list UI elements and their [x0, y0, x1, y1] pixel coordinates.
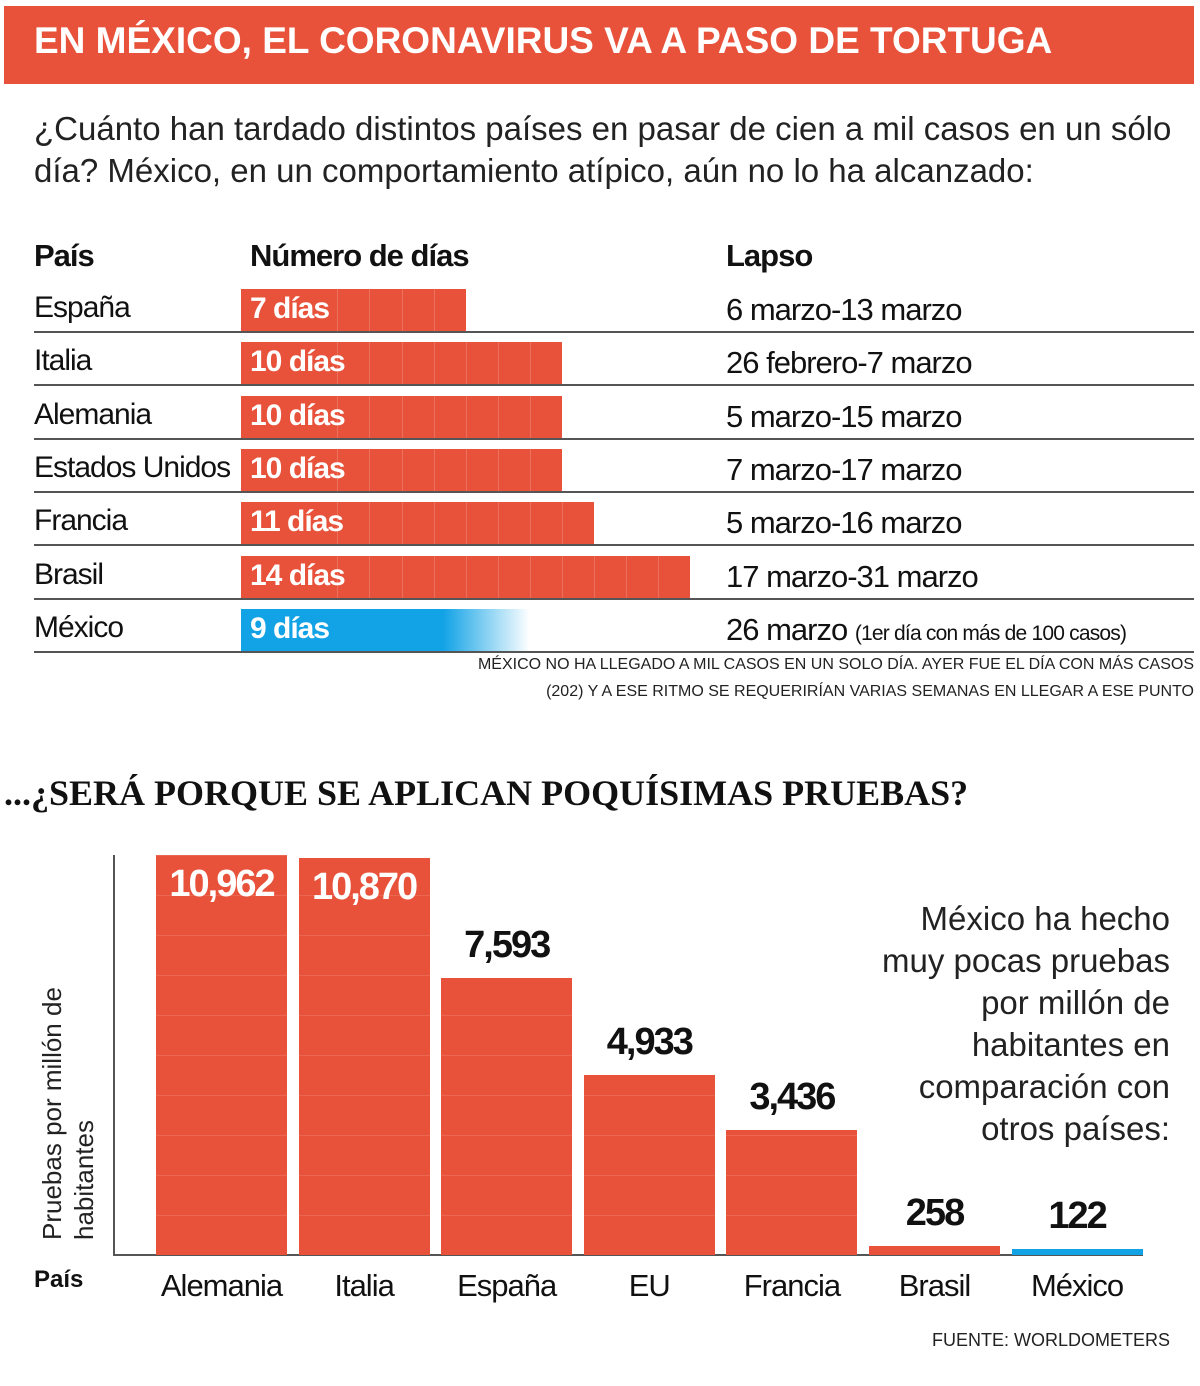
footnote-line-1: MÉXICO NO HA LLEGADO A MIL CASOS EN UN S… — [477, 656, 1194, 673]
days-label: 10 días — [250, 398, 346, 432]
row-divider — [34, 490, 1194, 493]
header-lapse: Lapso — [726, 238, 813, 273]
bar-brasil — [869, 1245, 1000, 1255]
section-question: ...¿SERÁ PORQUE SE APLICAN POQUÍSIMAS PR… — [4, 773, 969, 813]
days-bar — [241, 608, 530, 651]
days-label: 9 días — [250, 611, 330, 645]
lapse-text: 7 marzo-17 marzo — [726, 451, 963, 487]
days-bar — [241, 342, 562, 385]
days-bar — [241, 502, 595, 545]
bar-francia — [726, 1129, 858, 1255]
category-label: Alemania — [160, 1268, 283, 1303]
days-bar — [241, 555, 691, 598]
category-label: España — [457, 1268, 557, 1303]
row-divider — [34, 544, 1194, 547]
value-label: 10,962 — [169, 863, 275, 905]
days-bar — [241, 289, 466, 331]
x-axis — [113, 1254, 1143, 1256]
lapse-text: 5 marzo-15 marzo — [726, 398, 963, 434]
value-label: 7,593 — [464, 923, 551, 966]
lapse-text: 26 febrero-7 marzo — [726, 345, 973, 381]
country-name: Italia — [34, 344, 92, 378]
annotation: México ha hecho muy pocas pruebas por mi… — [882, 900, 1170, 1147]
row-divider — [34, 597, 1194, 600]
header-days: Número de días — [250, 238, 470, 273]
footnote-line-2: (202) Y A ESE RITMO SE REQUERIRÍAN VARIA… — [546, 683, 1194, 700]
y-axis-label: Pruebas por millón de habitantes — [37, 987, 99, 1240]
page-title: EN MÉXICO, EL CORONAVIRUS VA A PASO DE T… — [34, 20, 1053, 61]
bar-alemania — [156, 855, 287, 1255]
days-label: 11 días — [250, 505, 344, 539]
lapse-text: 17 marzo-31 marzo — [726, 558, 979, 594]
title-banner — [4, 6, 1194, 84]
source: FUENTE: WORLDOMETERS — [931, 1330, 1170, 1350]
days-bar — [241, 448, 562, 491]
row-divider — [34, 437, 1194, 440]
row-divider — [34, 650, 1194, 653]
category-label: Francia — [743, 1268, 841, 1303]
days-label: 14 días — [250, 558, 346, 592]
days-label: 10 días — [250, 451, 346, 485]
country-name: Alemania — [34, 397, 152, 431]
bar-italia — [298, 858, 430, 1255]
lapse-text: 26 marzo (1er día con más de 100 casos) — [726, 611, 1127, 647]
subtitle: ¿Cuánto han tardado distintos países en … — [34, 110, 1172, 189]
row-divider — [34, 384, 1194, 387]
days-bar — [241, 395, 562, 438]
country-name: Brasil — [34, 557, 104, 591]
country-name: México — [34, 610, 124, 644]
lapse-text: 5 marzo-16 marzo — [726, 505, 963, 541]
country-name: España — [34, 291, 131, 324]
country-name: Estados Unidos — [34, 450, 231, 484]
category-label: Brasil — [898, 1268, 972, 1303]
country-name: Francia — [34, 504, 128, 538]
bar-méxico — [1011, 1249, 1143, 1255]
header-country: País — [34, 238, 95, 273]
y-axis — [113, 855, 115, 1255]
days-label: 7 días — [250, 292, 330, 325]
row-divider — [34, 331, 1194, 333]
value-label: 258 — [905, 1191, 965, 1234]
category-label: México — [1030, 1268, 1124, 1303]
days-label: 10 días — [250, 345, 346, 379]
value-label: 3,436 — [749, 1075, 836, 1118]
bar-españa — [441, 977, 573, 1255]
bar-eu — [583, 1074, 715, 1255]
value-label: 4,933 — [606, 1020, 694, 1063]
lapse-text: 6 marzo-13 marzo — [726, 292, 963, 327]
category-label: EU — [628, 1268, 671, 1303]
x-axis-label: País — [34, 1266, 84, 1293]
value-label: 10,870 — [311, 866, 418, 909]
value-label: 122 — [1048, 1195, 1107, 1237]
category-label: Italia — [334, 1268, 394, 1303]
